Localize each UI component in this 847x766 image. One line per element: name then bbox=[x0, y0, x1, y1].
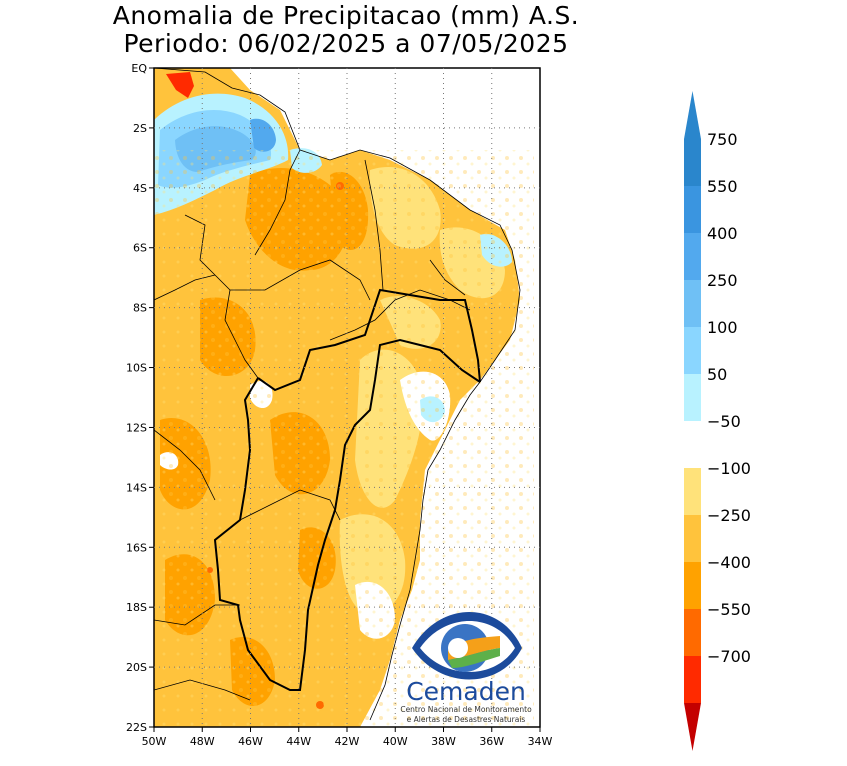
cemaden-logo: Cemaden Centro Nacional de Monitoramento… bbox=[400, 612, 532, 724]
colorbar-segment bbox=[684, 186, 701, 233]
colorbar-segment bbox=[684, 609, 701, 656]
colorbar-label: −400 bbox=[707, 553, 751, 572]
lat-tick-label: 16S bbox=[126, 541, 147, 554]
colorbar-label: 250 bbox=[707, 271, 738, 290]
lon-tick-label: 34W bbox=[528, 735, 553, 748]
colorbar-label: −700 bbox=[707, 647, 751, 666]
colorbar-segment bbox=[684, 233, 701, 280]
lat-tick-label: 14S bbox=[126, 481, 147, 494]
lat-tick-label: 12S bbox=[126, 421, 147, 434]
colorbar-label: 50 bbox=[707, 365, 727, 384]
state-boundaries bbox=[154, 68, 521, 721]
lat-tick-label: 10S bbox=[126, 362, 147, 375]
logo-eye-pupil bbox=[448, 638, 468, 658]
lat-tick-label: EQ bbox=[131, 62, 147, 75]
logo-eye-green bbox=[448, 648, 500, 668]
highlight-region-boundary bbox=[213, 288, 481, 691]
colorbar-segment bbox=[684, 374, 701, 421]
colorbar-bottom-arrow bbox=[684, 703, 701, 751]
logo-name: Cemaden bbox=[406, 677, 526, 706]
map-period: Periodo: 06/02/2025 a 07/05/2025 bbox=[123, 29, 569, 58]
logo-tagline-2: e Alertas de Desastres Naturais bbox=[407, 715, 526, 724]
lon-tick-label: 50W bbox=[142, 735, 167, 748]
lon-tick-label: 40W bbox=[383, 735, 408, 748]
anomaly-neg550-hotspot bbox=[166, 72, 194, 98]
colorbar-segment bbox=[684, 656, 701, 703]
colorbar bbox=[684, 91, 701, 751]
colorbar-label: −50 bbox=[707, 412, 741, 431]
lon-tick-label: 46W bbox=[238, 735, 263, 748]
colorbar-label: 550 bbox=[707, 177, 738, 196]
colorbar-label: 750 bbox=[707, 130, 738, 149]
colorbar-top-arrow bbox=[684, 91, 701, 139]
lon-tick-label: 36W bbox=[479, 735, 504, 748]
lat-tick-label: 8S bbox=[133, 302, 147, 315]
colorbar-label: −100 bbox=[707, 459, 751, 478]
lat-tick-label: 22S bbox=[126, 721, 147, 734]
map-title: Anomalia de Precipitacao (mm) A.S. bbox=[112, 1, 580, 30]
colorbar-label: −550 bbox=[707, 600, 751, 619]
lat-axis: EQ 2S 4S 6S 8S 10S 12S 14S 16S 18S 20S 22S bbox=[126, 62, 154, 734]
lon-tick-label: 44W bbox=[286, 735, 311, 748]
lat-tick-label: 18S bbox=[126, 601, 147, 614]
colorbar-segment bbox=[684, 327, 701, 374]
colorbar-label: 400 bbox=[707, 224, 738, 243]
lon-tick-label: 38W bbox=[431, 735, 456, 748]
lat-tick-label: 6S bbox=[133, 242, 147, 255]
colorbar-labels: 750 550 400 250 100 50 −50 −100 −250 −400 −550 −700 bbox=[707, 130, 751, 666]
lon-tick-label: 42W bbox=[335, 735, 360, 748]
colorbar-label: −250 bbox=[707, 506, 751, 525]
logo-tagline-1: Centro Nacional de Monitoramento bbox=[400, 705, 532, 714]
colorbar-segment bbox=[684, 562, 701, 609]
lon-tick-label: 48W bbox=[190, 735, 215, 748]
lat-tick-label: 2S bbox=[133, 122, 147, 135]
colorbar-segment bbox=[684, 468, 701, 515]
colorbar-label: 100 bbox=[707, 318, 738, 337]
colorbar-segment bbox=[684, 280, 701, 327]
colorbar-segment bbox=[684, 139, 701, 186]
colorbar-segment bbox=[684, 421, 701, 468]
colorbar-segment bbox=[684, 515, 701, 562]
lat-tick-label: 20S bbox=[126, 661, 147, 674]
lat-tick-label: 4S bbox=[133, 182, 147, 195]
lon-axis: 50W 48W 46W 44W 42W 40W 38W 36W 34W bbox=[142, 727, 553, 748]
